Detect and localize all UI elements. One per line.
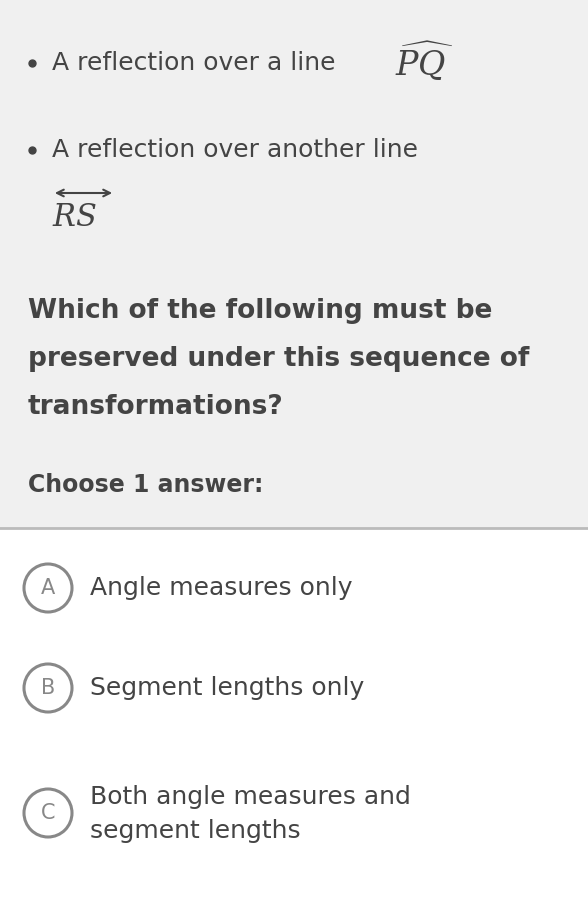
FancyBboxPatch shape	[0, 528, 588, 918]
Text: B: B	[41, 678, 55, 698]
Text: $RS$: $RS$	[52, 204, 97, 232]
Text: Which of the following must be: Which of the following must be	[28, 298, 492, 324]
Text: A reflection over another line: A reflection over another line	[52, 138, 418, 162]
Text: transformations?: transformations?	[28, 394, 284, 420]
Text: A reflection over a line: A reflection over a line	[52, 51, 343, 75]
Text: Segment lengths only: Segment lengths only	[90, 676, 364, 700]
Text: preserved under this sequence of: preserved under this sequence of	[28, 346, 529, 372]
Text: Angle measures only: Angle measures only	[90, 576, 352, 600]
Text: C: C	[41, 803, 55, 823]
Text: Both angle measures and: Both angle measures and	[90, 785, 411, 809]
Text: A: A	[41, 578, 55, 598]
Text: Choose 1 answer:: Choose 1 answer:	[28, 473, 263, 497]
Text: segment lengths: segment lengths	[90, 819, 300, 843]
Text: $\widehat{PQ}$: $\widehat{PQ}$	[395, 39, 454, 83]
